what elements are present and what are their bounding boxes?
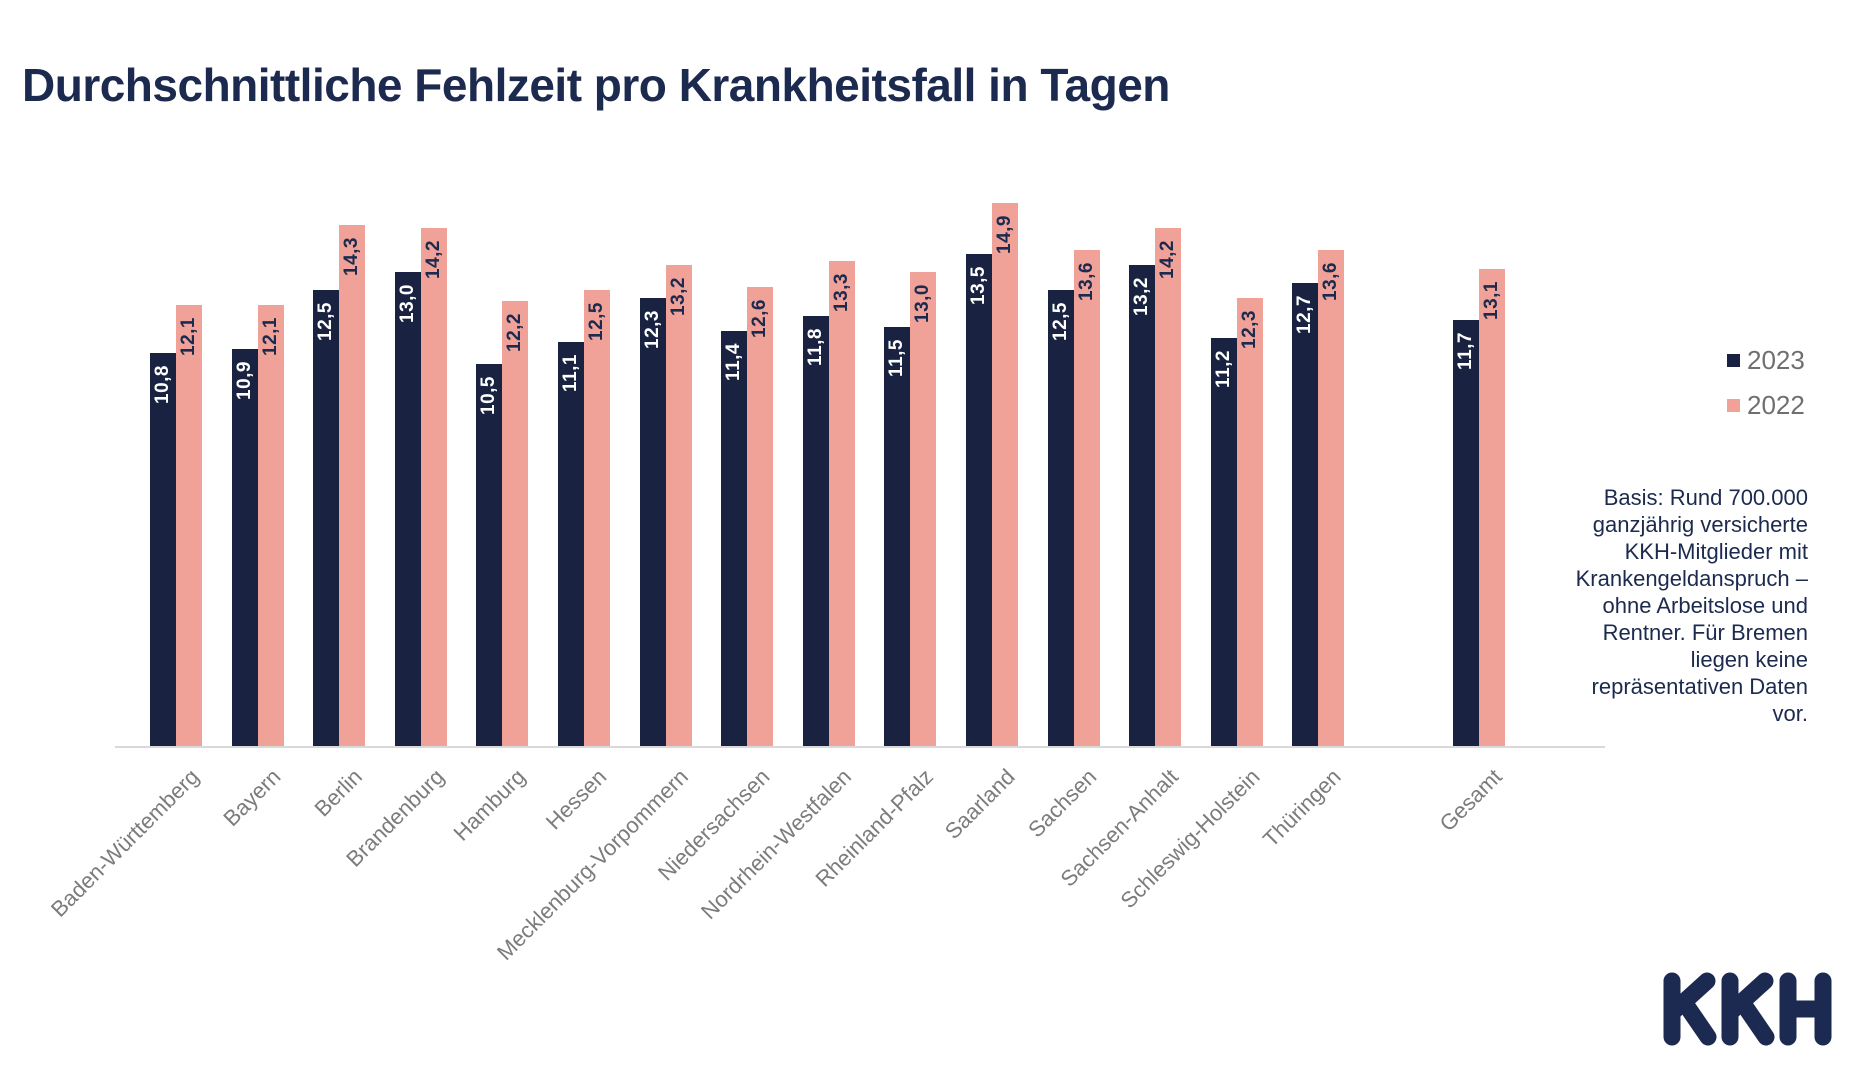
bar-value-2022-nordrhein-westfalen: 13,3 [831,273,852,312]
bar-2023-sachsen-anhalt [1129,265,1155,748]
bar-2022-hamburg [502,301,528,748]
bar-value-2023-saarland: 13,5 [968,266,989,305]
x-axis-label-berlin: Berlin [309,764,367,822]
bar-2022-nordrhein-westfalen [829,261,855,748]
x-axis-label-sachsen: Sachsen [1023,764,1102,843]
bar-value-2023-schleswig-holstein: 11,2 [1213,350,1234,388]
bar-2022-niedersachsen [747,287,773,748]
x-axis-line [115,746,1605,748]
bar-value-2022-hessen: 12,5 [586,302,607,341]
bar-value-2023-berlin: 12,5 [315,302,336,341]
kkh-logo [1663,972,1832,1046]
bar-2022-sachsen-anhalt [1155,228,1181,748]
x-axis-label-saarland: Saarland [939,764,1020,844]
x-axis-label-hessen: Hessen [541,764,612,835]
bar-value-2022-hamburg: 12,2 [504,313,525,352]
bar-2023-schleswig-holstein [1211,338,1237,748]
bar-2022-berlin [339,225,365,748]
bar-value-2022-schleswig-holstein: 12,3 [1239,310,1260,349]
bar-2023-rheinland-pfalz [884,327,910,748]
bar-2022-schleswig-holstein [1237,298,1263,748]
bar-2023-nordrhein-westfalen [803,316,829,748]
bar-2023-brandenburg [395,272,421,748]
bar-2022-baden-wuerttemberg [176,305,202,748]
bar-value-2022-sachsen: 13,6 [1076,262,1097,301]
bar-2023-hessen [558,342,584,748]
chart-title: Durchschnittliche Fehlzeit pro Krankheit… [22,59,1170,111]
legend: 2023 2022 [1727,347,1805,437]
bar-2022-bayern [258,305,284,748]
legend-label-2022: 2022 [1747,390,1805,420]
bar-2023-sachsen [1048,290,1074,748]
bar-value-2022-niedersachsen: 12,6 [749,299,770,338]
bar-2023-niedersachsen [721,331,747,748]
bar-2022-rheinland-pfalz [910,272,936,748]
x-axis-label-gesamt: Gesamt [1434,764,1507,837]
bar-2022-gesamt [1479,269,1505,748]
bar-value-2023-sachsen-anhalt: 13,2 [1131,277,1152,316]
x-axis-label-baden-wuerttemberg: Baden-Württemberg [45,764,204,922]
legend-label-2023: 2023 [1747,345,1805,375]
bar-value-2023-baden-wuerttemberg: 10,8 [152,365,173,404]
legend-item-2022: 2022 [1727,392,1805,418]
bar-value-2022-brandenburg: 14,2 [423,240,444,279]
bar-value-2022-berlin: 14,3 [341,237,362,276]
bar-2022-saarland [992,203,1018,748]
bar-value-2023-gesamt: 11,7 [1455,332,1476,370]
bar-value-2023-sachsen: 12,5 [1050,302,1071,341]
bar-2022-hessen [584,290,610,748]
x-axis-label-bayern: Bayern [218,764,286,831]
bar-2023-mecklenburg-vorpommern [640,298,666,748]
bar-value-2022-saarland: 14,9 [994,215,1015,254]
bar-value-2023-rheinland-pfalz: 11,5 [886,339,907,377]
bar-value-2023-nordrhein-westfalen: 11,8 [805,328,826,366]
bar-2023-saarland [966,254,992,748]
x-axis-label-nordrhein-westfalen: Nordrhein-Westfalen [696,764,857,925]
bar-value-2022-bayern: 12,1 [260,317,281,356]
legend-item-2023: 2023 [1727,347,1805,373]
bar-value-2022-mecklenburg-vorpommern: 13,2 [668,277,689,316]
bar-2023-hamburg [476,364,502,748]
bar-2022-mecklenburg-vorpommern [666,265,692,748]
bar-2023-baden-wuerttemberg [150,353,176,748]
bar-value-2022-gesamt: 13,1 [1481,281,1502,320]
bar-value-2023-bayern: 10,9 [234,361,255,400]
basis-note: Basis: Rund 700.000 ganzjährig versicher… [1575,485,1808,726]
bar-value-2022-thueringen: 13,6 [1320,262,1341,301]
bar-value-2022-sachsen-anhalt: 14,2 [1157,240,1178,279]
bar-value-2023-hessen: 11,1 [560,354,581,392]
legend-swatch-2023 [1727,353,1740,367]
bar-value-2022-baden-wuerttemberg: 12,1 [178,317,199,356]
bar-2023-thueringen [1292,283,1318,748]
x-axis-label-schleswig-holstein: Schleswig-Holstein [1115,764,1265,914]
x-axis-label-thueringen: Thüringen [1258,764,1347,852]
bar-2022-sachsen [1074,250,1100,748]
legend-swatch-2022 [1727,398,1740,412]
bar-value-2022-rheinland-pfalz: 13,0 [912,284,933,323]
bar-value-2023-thueringen: 12,7 [1294,295,1315,334]
bar-2023-berlin [313,290,339,748]
bar-2023-gesamt [1453,320,1479,748]
bar-value-2023-mecklenburg-vorpommern: 12,3 [642,310,663,349]
bar-2023-bayern [232,349,258,748]
bar-2022-brandenburg [421,228,447,748]
bar-value-2023-niedersachsen: 11,4 [723,343,744,381]
bar-value-2023-brandenburg: 13,0 [397,284,418,323]
bar-2022-thueringen [1318,250,1344,748]
bar-value-2023-hamburg: 10,5 [478,376,499,415]
x-axis-label-hamburg: Hamburg [448,764,531,846]
